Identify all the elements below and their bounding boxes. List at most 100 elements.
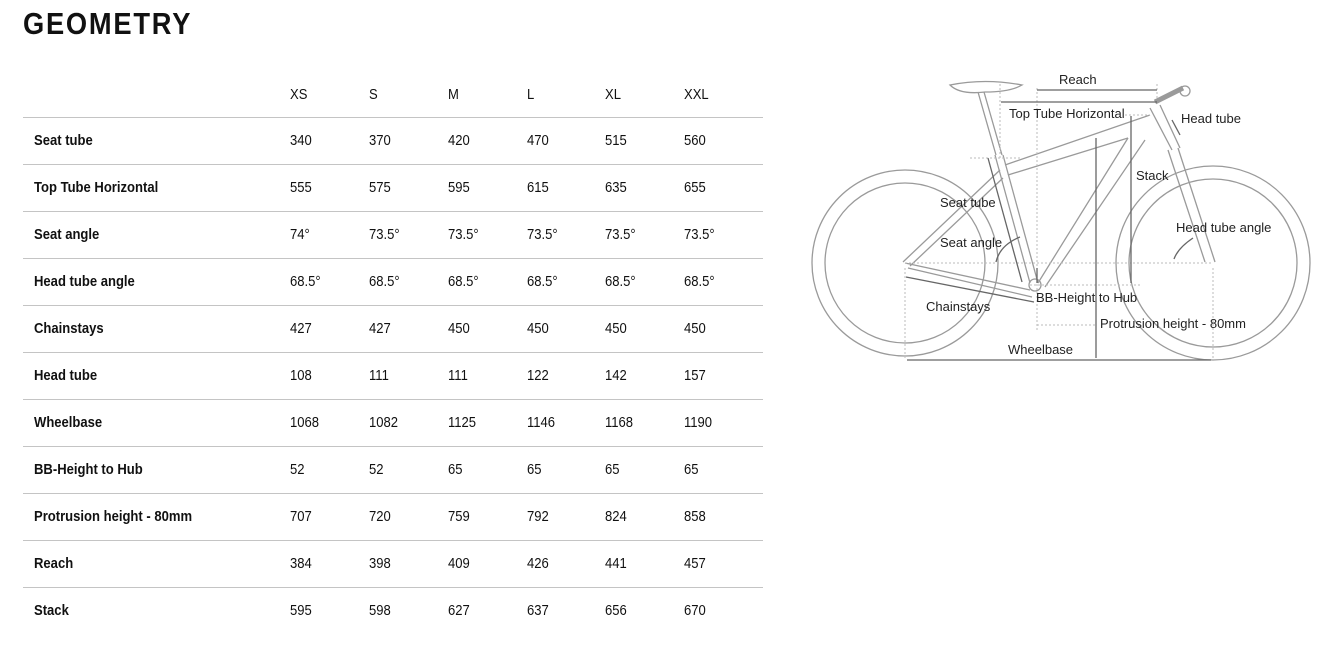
row-label: Head tube angle xyxy=(23,258,291,306)
top-tube xyxy=(1004,114,1151,176)
row-value: 111 xyxy=(447,352,527,400)
row-value: 68.5° xyxy=(684,258,763,306)
stem xyxy=(1153,85,1185,105)
dimension-arrows xyxy=(905,89,1211,361)
row-value: 656 xyxy=(605,587,685,634)
seat-tube xyxy=(994,154,1039,284)
row-value: 111 xyxy=(369,352,448,400)
row-value: 595 xyxy=(290,587,369,634)
seatstay xyxy=(902,169,1004,267)
fork xyxy=(1167,147,1216,263)
row-value: 858 xyxy=(684,493,763,541)
row-value: 108 xyxy=(290,352,369,400)
row-label: Top Tube Horizontal xyxy=(23,164,291,212)
row-value: 824 xyxy=(605,493,685,541)
row-value: 637 xyxy=(526,587,606,634)
row-value: 68.5° xyxy=(290,258,369,306)
row-value: 340 xyxy=(290,117,369,165)
row-value: 1146 xyxy=(526,399,606,447)
row-value: 598 xyxy=(369,587,448,634)
row-label: Wheelbase xyxy=(23,399,291,447)
saddle xyxy=(948,80,1024,94)
row-value: 792 xyxy=(526,493,606,541)
row-value: 68.5° xyxy=(605,258,685,306)
row-value: 65 xyxy=(605,446,685,494)
table-row: Stack 595 598 627 637 656 670 xyxy=(23,587,763,634)
row-label: Reach xyxy=(23,540,291,588)
row-value: 142 xyxy=(605,352,685,400)
table-row: Head tube 108 111 111 122 142 157 xyxy=(23,352,763,400)
row-value: 759 xyxy=(447,493,527,541)
wheelbase-label: Wheelbase xyxy=(1008,342,1073,357)
row-value: 398 xyxy=(369,540,448,588)
geometry-table: XS S M L XL XXL Seat tube 340 370 420 470 515… xyxy=(23,72,763,634)
table-row: Protrusion height - 80mm 707 720 759 792 824 8… xyxy=(23,493,763,541)
row-value: 73.5° xyxy=(684,211,763,259)
page-title: GEOMETRY xyxy=(23,6,193,41)
stack-label: Stack xyxy=(1136,168,1169,183)
row-value: 65 xyxy=(526,446,606,494)
row-label: Protrusion height - 80mm xyxy=(23,493,291,541)
top-tube-label: Top Tube Horizontal xyxy=(1009,106,1125,121)
seat-angle-arc xyxy=(995,236,1021,263)
row-label: Seat angle xyxy=(23,211,291,259)
size-header: S xyxy=(369,86,378,103)
handlebar xyxy=(1179,85,1191,97)
head-tube-angle-arc xyxy=(1173,237,1194,260)
bb-height-label: BB-Height to Hub xyxy=(1036,290,1137,305)
size-header: L xyxy=(526,86,534,103)
head-tube-label: Head tube xyxy=(1181,111,1241,126)
row-value: 470 xyxy=(526,117,606,165)
row-value: 74° xyxy=(290,211,369,259)
row-value: 52 xyxy=(369,446,448,494)
size-header: XS xyxy=(290,86,308,103)
row-value: 450 xyxy=(447,305,527,353)
row-value: 52 xyxy=(290,446,369,494)
row-value: 68.5° xyxy=(447,258,527,306)
row-value: 635 xyxy=(605,164,685,212)
row-value: 615 xyxy=(526,164,606,212)
row-label: BB-Height to Hub xyxy=(23,446,291,494)
size-header: M xyxy=(447,86,459,103)
row-value: 73.5° xyxy=(369,211,448,259)
size-header-row: XS S M L XL XXL xyxy=(23,72,763,118)
row-value: 450 xyxy=(684,305,763,353)
chainstays-label: Chainstays xyxy=(926,299,991,314)
row-value: 65 xyxy=(684,446,763,494)
row-label: Chainstays xyxy=(23,305,291,353)
row-value: 627 xyxy=(447,587,527,634)
row-value: 441 xyxy=(605,540,685,588)
row-value: 427 xyxy=(369,305,448,353)
protrusion-label: Protrusion height - 80mm xyxy=(1100,316,1246,331)
row-value: 450 xyxy=(526,305,606,353)
row-value: 65 xyxy=(447,446,527,494)
table-row: Seat tube 340 370 420 470 515 560 xyxy=(23,117,763,165)
row-value: 555 xyxy=(290,164,369,212)
row-value: 1068 xyxy=(290,399,369,447)
row-value: 68.5° xyxy=(369,258,448,306)
row-value: 457 xyxy=(684,540,763,588)
row-value: 420 xyxy=(447,117,527,165)
row-value: 157 xyxy=(684,352,763,400)
row-value: 655 xyxy=(684,164,763,212)
row-value: 720 xyxy=(369,493,448,541)
table-row: BB-Height to Hub 52 52 65 65 65 65 xyxy=(23,446,763,494)
head-tube xyxy=(1149,104,1181,151)
row-value: 1190 xyxy=(684,399,763,447)
row-label: Head tube xyxy=(23,352,291,400)
row-value: 370 xyxy=(369,117,448,165)
table-row: Chainstays 427 427 450 450 450 450 xyxy=(23,305,763,353)
row-value: 426 xyxy=(526,540,606,588)
row-value: 409 xyxy=(447,540,527,588)
row-value: 122 xyxy=(526,352,606,400)
row-value: 73.5° xyxy=(526,211,606,259)
chainstay xyxy=(904,262,1033,298)
table-row: Seat angle 74° 73.5° 73.5° 73.5° 73.5° 73.5° xyxy=(23,211,763,259)
table-row: Top Tube Horizontal 555 575 595 615 635 655 xyxy=(23,164,763,212)
size-header: XL xyxy=(605,86,622,103)
row-value: 1168 xyxy=(605,399,685,447)
seat-tube-label: Seat tube xyxy=(940,195,996,210)
front-tire xyxy=(1115,165,1311,361)
head-tube-angle-label: Head tube angle xyxy=(1176,220,1271,235)
